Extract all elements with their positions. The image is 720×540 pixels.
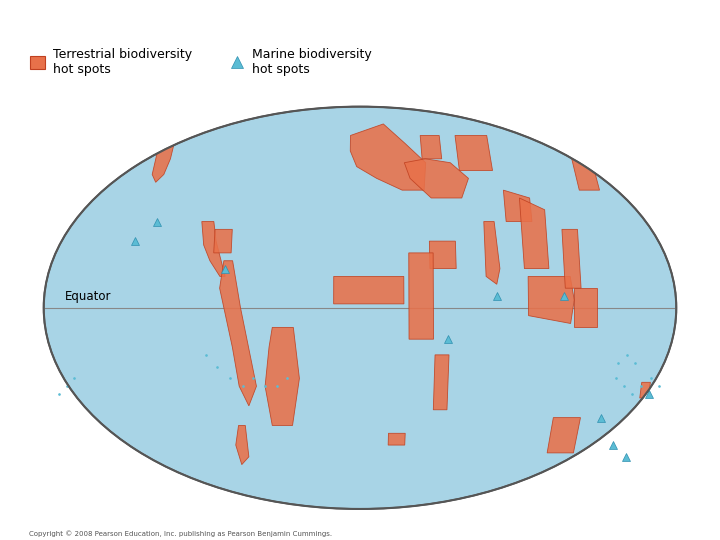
- PathPatch shape: [214, 230, 233, 253]
- PathPatch shape: [429, 241, 456, 268]
- PathPatch shape: [547, 417, 580, 453]
- PathPatch shape: [351, 124, 426, 190]
- PathPatch shape: [433, 355, 449, 410]
- PathPatch shape: [388, 433, 405, 445]
- PathPatch shape: [519, 198, 549, 268]
- PathPatch shape: [640, 382, 650, 398]
- PathPatch shape: [562, 230, 581, 288]
- PathPatch shape: [333, 276, 404, 304]
- PathPatch shape: [235, 426, 249, 464]
- PathPatch shape: [574, 288, 597, 327]
- Text: Equator: Equator: [65, 289, 112, 302]
- PathPatch shape: [618, 441, 656, 491]
- PathPatch shape: [409, 253, 433, 339]
- PathPatch shape: [503, 190, 532, 221]
- PathPatch shape: [528, 276, 575, 323]
- PathPatch shape: [484, 221, 500, 284]
- PathPatch shape: [455, 136, 492, 171]
- PathPatch shape: [220, 261, 256, 406]
- Text: Copyright © 2008 Pearson Education, Inc. publishing as Pearson Benjamin Cummings: Copyright © 2008 Pearson Education, Inc.…: [29, 531, 332, 537]
- PathPatch shape: [152, 143, 174, 183]
- PathPatch shape: [265, 327, 300, 426]
- PathPatch shape: [202, 221, 225, 276]
- Legend: Terrestrial biodiversity
hot spots, Marine biodiversity
hot spots: Terrestrial biodiversity hot spots, Mari…: [28, 45, 374, 78]
- Ellipse shape: [44, 106, 676, 509]
- PathPatch shape: [420, 136, 441, 159]
- PathPatch shape: [405, 159, 469, 198]
- PathPatch shape: [567, 139, 600, 190]
